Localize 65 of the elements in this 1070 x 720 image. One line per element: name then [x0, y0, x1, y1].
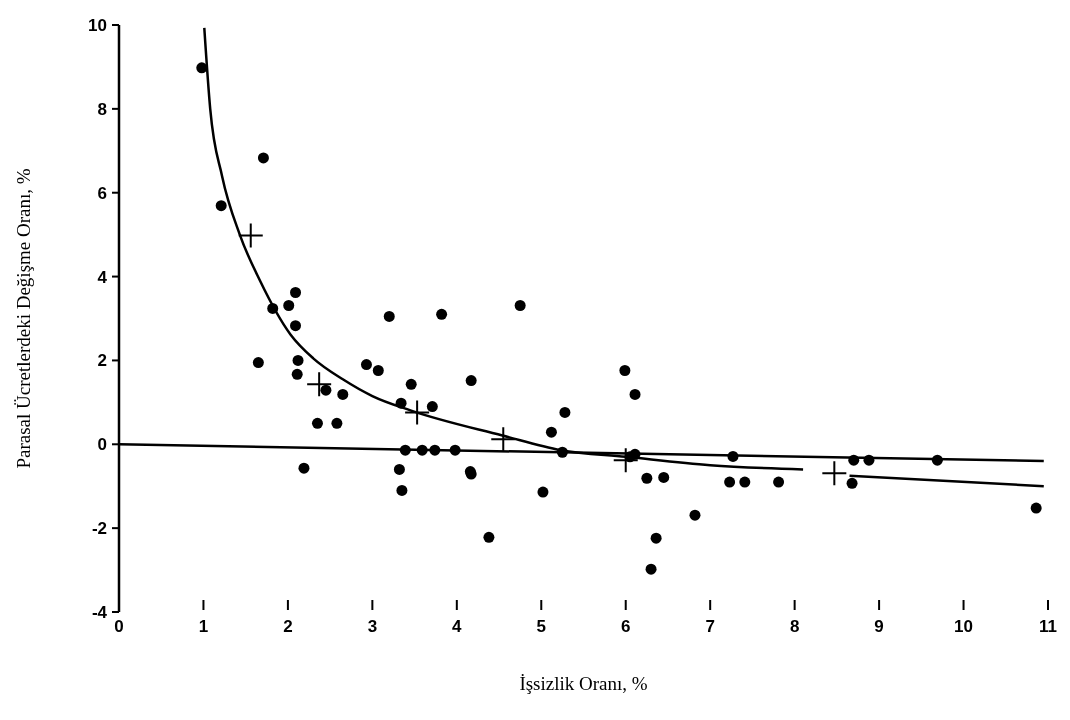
point [559, 406, 571, 418]
point [396, 484, 408, 496]
x-tick-label: 1 [198, 617, 209, 636]
x-tick-label: 7 [705, 617, 715, 636]
point [290, 287, 302, 298]
point [311, 417, 323, 429]
y-tick-label: 0 [97, 435, 107, 455]
x-tick-label: 8 [789, 617, 800, 636]
x-tick-label: 3 [367, 617, 378, 636]
point [383, 310, 395, 322]
point [822, 461, 847, 486]
x-tick-label: 2 [283, 617, 293, 636]
point [215, 200, 227, 212]
point [846, 477, 858, 489]
point [252, 357, 264, 369]
x-axis-title: İşsizlik Oranı, % [519, 673, 648, 694]
x-tick-label: 10 [954, 617, 974, 636]
x-tick-label: 5 [536, 617, 547, 636]
x-tick-label: 11 [1039, 617, 1057, 636]
point [483, 531, 495, 543]
y-tick-label: 2 [97, 351, 107, 371]
point [689, 509, 701, 521]
point [1030, 502, 1042, 514]
point [658, 471, 670, 483]
point [331, 417, 343, 429]
y-tick-label: -4 [91, 602, 108, 622]
y-tick-label: 6 [97, 183, 107, 203]
point [739, 476, 751, 488]
y-tick-label: 10 [88, 15, 107, 35]
point [290, 320, 302, 332]
point [372, 364, 384, 376]
point [641, 472, 653, 484]
point [238, 223, 263, 248]
point [307, 372, 332, 397]
point [514, 300, 526, 311]
point [405, 378, 417, 390]
point [645, 563, 657, 575]
y-axis-title: Parasal Ücretlerdeki Değişme Oranı, % [13, 168, 34, 469]
y-tick-label: -2 [91, 519, 107, 539]
point [465, 375, 477, 387]
point [724, 476, 736, 488]
point [292, 354, 304, 366]
point [650, 532, 662, 544]
point [320, 384, 332, 396]
point [545, 426, 557, 438]
point [426, 401, 438, 413]
point [298, 462, 310, 474]
x-tick-label: 4 [452, 617, 463, 636]
x-tick-label: 0 [114, 617, 124, 636]
x-tick-label: 9 [874, 617, 884, 636]
point [619, 364, 631, 376]
point [393, 463, 405, 475]
y-tick-label: 8 [97, 99, 107, 119]
point [537, 486, 549, 498]
y-tick-label: 4 [97, 267, 108, 287]
point [360, 359, 372, 371]
point [613, 448, 638, 473]
point [291, 368, 303, 380]
x-tick-label: 6 [620, 617, 631, 636]
point [283, 300, 295, 311]
point [436, 308, 448, 320]
point [337, 388, 349, 400]
point [629, 388, 641, 400]
point [257, 152, 269, 164]
point [773, 476, 785, 488]
